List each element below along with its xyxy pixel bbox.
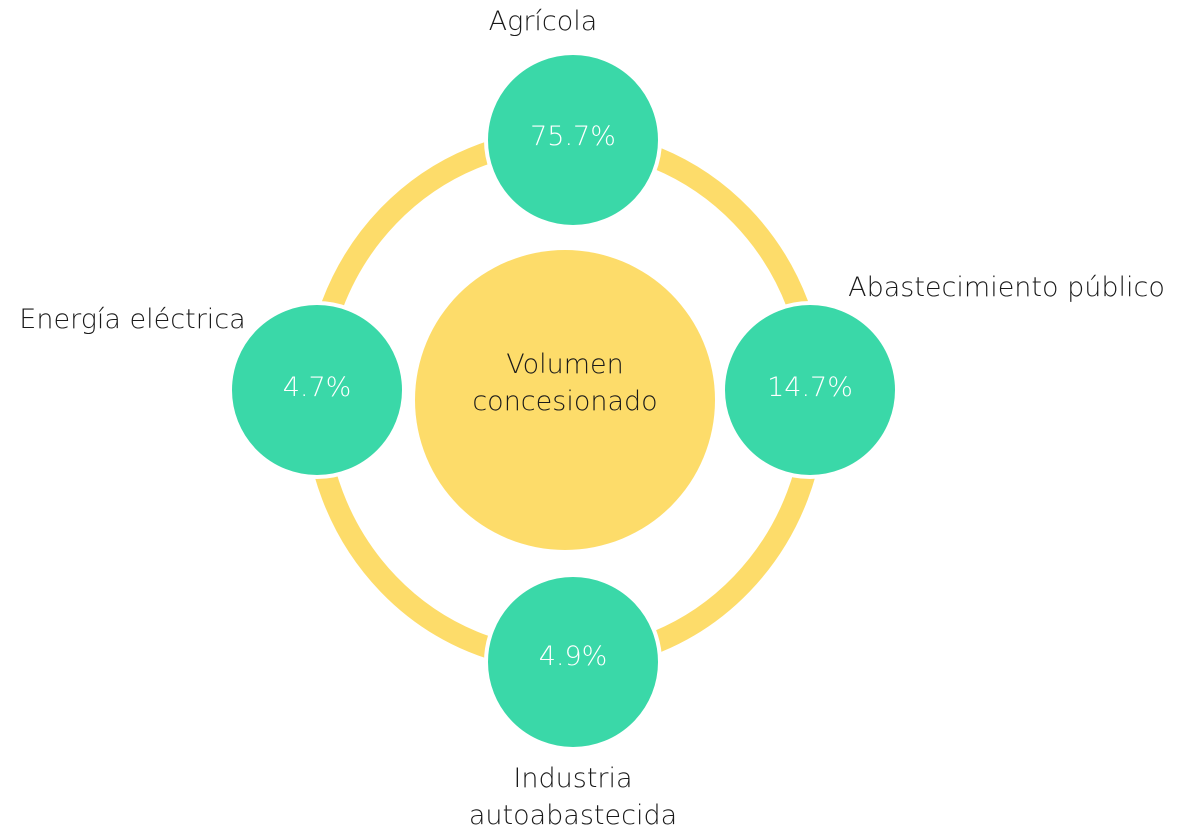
node-label: Agrícola xyxy=(488,6,598,37)
center-circle xyxy=(415,250,715,550)
node-circle xyxy=(484,51,662,229)
node-value: 75.7% xyxy=(530,121,616,152)
node-circle xyxy=(721,301,899,479)
node-value: 14.7% xyxy=(767,372,853,403)
node-circle xyxy=(228,301,406,479)
node-label: Energía eléctrica xyxy=(19,304,246,335)
center-label: Volumen concesionado xyxy=(472,349,658,417)
node-label: Industria autoabastecida xyxy=(468,763,678,831)
node-value: 4.9% xyxy=(538,641,608,672)
node-label: Abastecimiento público xyxy=(848,272,1165,303)
node-value: 4.7% xyxy=(282,372,352,403)
node-circle xyxy=(484,573,662,751)
